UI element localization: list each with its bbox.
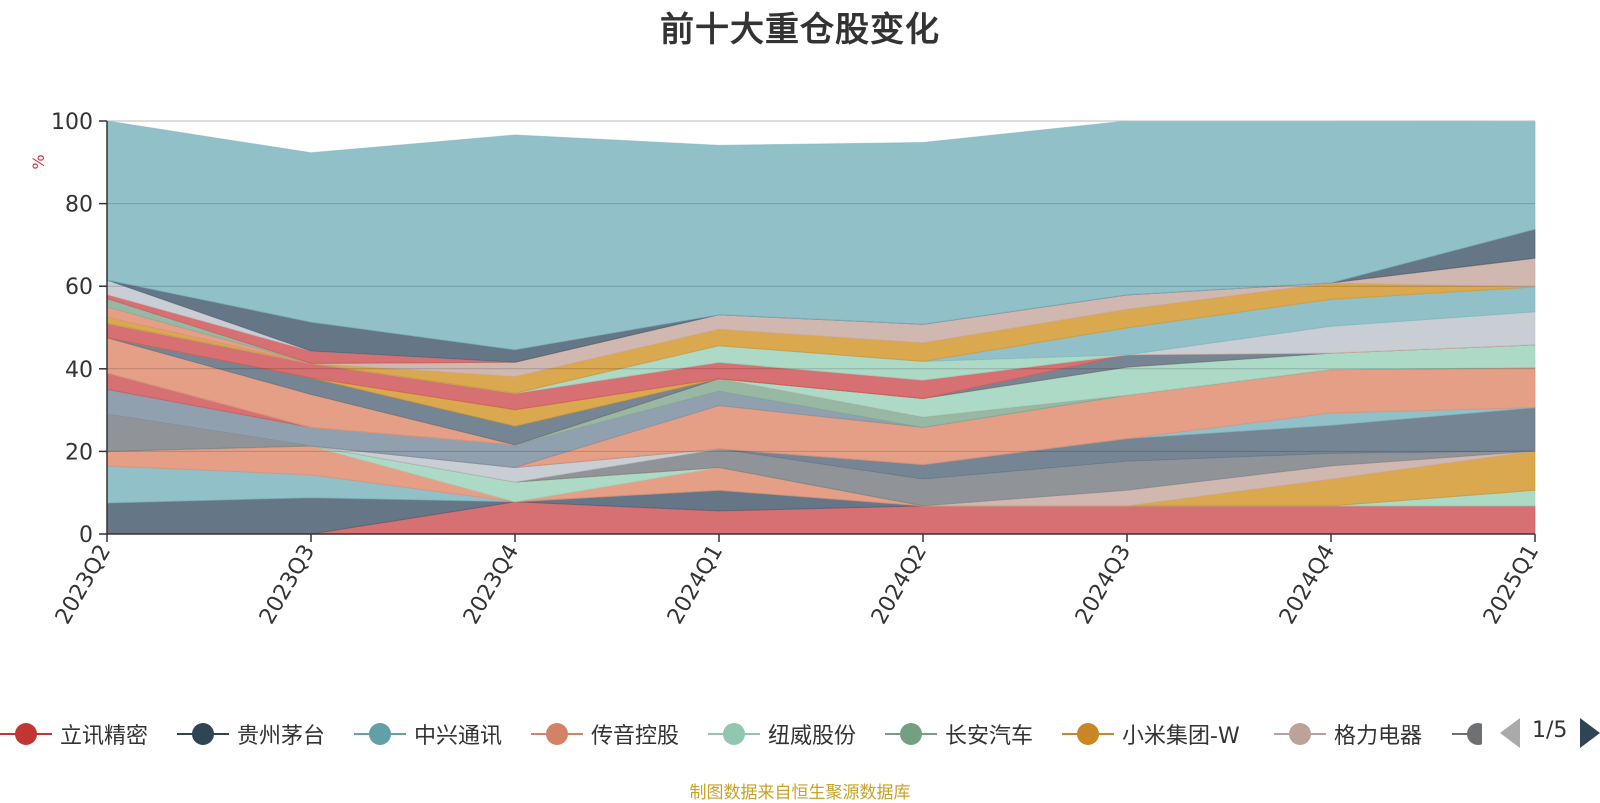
x-tick-label: 2024Q3: [1071, 541, 1136, 629]
y-tick-label: 40: [65, 358, 93, 383]
x-tick-label: 2024Q2: [867, 541, 932, 629]
y-tick-label: 80: [65, 193, 93, 218]
stacked-area-chart: 0 20 40 60 80 100 2023Q2 2023Q3 2023Q4 2024Q1 2024…: [29, 110, 1544, 629]
y-tick-label: 20: [65, 440, 93, 465]
legend-marker: [1289, 723, 1311, 745]
legend-pager: 1/5: [1500, 714, 1600, 754]
legend-label: 中兴通讯: [414, 724, 503, 749]
legend-item-1[interactable]: 贵州茅台: [177, 714, 337, 754]
legend-item-4[interactable]: 纽威股份: [708, 714, 868, 754]
legend-marker: [546, 723, 568, 745]
legend-label: 传音控股: [591, 724, 680, 749]
legend-item-2[interactable]: 中兴通讯: [354, 714, 514, 754]
legend-label: 小米集团-W: [1122, 724, 1240, 749]
legend[interactable]: 立讯精密 贵州茅台 中兴通讯 传音控股 纽威股份 长安汽车 小米集团-W 格力电…: [0, 714, 1600, 754]
x-tick-label: 2024Q4: [1275, 541, 1340, 629]
y-tick-label: 60: [65, 275, 93, 300]
source-note: 制图数据来自恒生聚源数据库: [689, 783, 911, 803]
legend-item-7[interactable]: 格力电器: [1274, 714, 1434, 754]
legend-marker: [369, 723, 391, 745]
x-tick-label: 2023Q3: [255, 541, 320, 629]
legend-item-partial[interactable]: [1452, 714, 1482, 754]
y-tick-label: 100: [51, 110, 93, 135]
area-layer-23: [106, 120, 1536, 351]
legend-label: 立讯精密: [60, 724, 149, 749]
legend-label: 贵州茅台: [237, 724, 326, 749]
legend-marker: [723, 723, 745, 745]
legend-marker: [192, 723, 214, 745]
chart-title: 前十大重仓股变化: [660, 10, 940, 50]
legend-marker: [900, 723, 922, 745]
legend-item-6[interactable]: 小米集团-W: [1062, 714, 1262, 754]
x-tick-label: 2023Q2: [51, 541, 116, 629]
legend-marker: [1077, 723, 1099, 745]
legend-marker: [15, 723, 37, 745]
legend-item-3[interactable]: 传音控股: [531, 714, 691, 754]
x-tick-label: 2023Q4: [459, 541, 524, 629]
x-tick-label: 2025Q1: [1479, 541, 1544, 629]
legend-item-5[interactable]: 长安汽车: [885, 714, 1045, 754]
legend-marker: [1467, 723, 1482, 745]
legend-next-page-icon[interactable]: [1580, 718, 1600, 748]
legend-prev-page-icon[interactable]: [1500, 718, 1520, 748]
legend-item-0[interactable]: 立讯精密: [0, 714, 160, 754]
legend-page-indicator: 1/5: [1532, 718, 1568, 743]
legend-label: 纽威股份: [768, 724, 857, 749]
y-tick-label: 0: [79, 523, 93, 548]
y-axis-label: %: [29, 154, 48, 169]
legend-label: 格力电器: [1334, 724, 1423, 749]
x-tick-label: 2024Q1: [663, 541, 728, 629]
legend-label: 长安汽车: [945, 724, 1034, 749]
